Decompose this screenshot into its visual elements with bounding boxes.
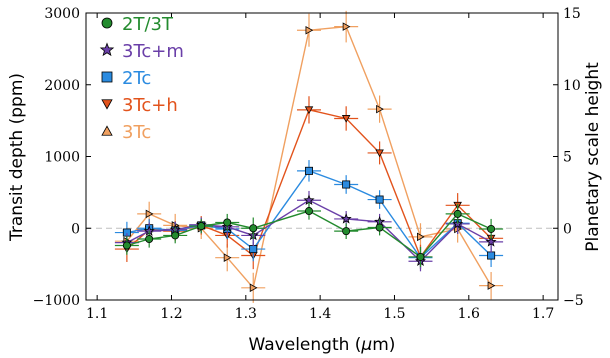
data-point xyxy=(197,222,206,231)
y-right-tick-label: 0 xyxy=(563,221,572,237)
legend-marker xyxy=(101,71,113,83)
x-axis-label: Wavelength (μm) xyxy=(249,335,396,355)
y-tick-label: 2000 xyxy=(44,78,80,94)
data-point xyxy=(487,281,496,290)
data-point xyxy=(145,209,154,219)
data-point xyxy=(249,224,258,233)
y-tick-label: 0 xyxy=(71,221,80,237)
legend-marker xyxy=(99,42,115,57)
y-tick-label: −1000 xyxy=(33,293,80,309)
legend-label: 3Tc+h xyxy=(122,95,178,116)
y-axis-label: Transit depth (ppm) xyxy=(7,73,27,242)
data-point xyxy=(340,213,352,224)
data-point xyxy=(223,218,232,227)
data-point xyxy=(171,231,180,240)
data-point xyxy=(376,104,384,114)
y-tick-label: 3000 xyxy=(44,6,80,22)
x-tick-label: 1.3 xyxy=(235,306,257,322)
data-point xyxy=(487,251,496,260)
y-right-tick-label: 15 xyxy=(563,6,581,22)
x-tick-label: 1.4 xyxy=(309,306,331,322)
data-point xyxy=(375,149,384,158)
data-point xyxy=(342,227,351,236)
legend-marker xyxy=(101,125,113,136)
y-tick-label: 1000 xyxy=(44,150,80,166)
x-tick-label: 1.7 xyxy=(532,306,554,322)
data-point xyxy=(304,207,313,216)
data-point xyxy=(485,236,497,247)
data-point xyxy=(223,253,232,262)
data-point xyxy=(487,224,496,233)
data-point xyxy=(342,180,351,189)
data-point xyxy=(375,223,384,232)
legend-label: 3Tc+m xyxy=(122,41,184,62)
series-line xyxy=(126,25,492,290)
data-point xyxy=(122,241,131,250)
legend: 2T/3T 3Tc+m 2Tc 3Tc+h 3Tc xyxy=(99,14,184,143)
legend-marker xyxy=(101,99,113,110)
data-point xyxy=(304,166,313,175)
x-tick-label: 1.2 xyxy=(160,306,182,322)
data-point xyxy=(341,115,351,123)
x-tick-label: 1.1 xyxy=(86,306,108,322)
series-2t-3t xyxy=(114,202,504,267)
y-right-tick-label: 5 xyxy=(563,150,572,166)
data-point xyxy=(145,235,154,244)
data-point xyxy=(417,232,425,242)
y-axis-right-label: Planetary scale height xyxy=(583,62,603,252)
data-point xyxy=(304,106,314,115)
data-point xyxy=(249,283,258,293)
y-right-tick-label: 10 xyxy=(563,78,581,94)
legend-label: 2Tc xyxy=(122,68,151,89)
x-tick-label: 1.6 xyxy=(458,306,480,322)
legend-label: 2T/3T xyxy=(122,14,174,35)
data-point xyxy=(303,194,315,205)
data-point xyxy=(416,252,425,261)
data-point xyxy=(375,195,384,204)
data-point xyxy=(342,22,351,31)
legend-marker xyxy=(101,17,113,29)
data-point xyxy=(305,25,314,35)
y-right-tick-label: −5 xyxy=(563,293,584,309)
x-tick-label: 1.5 xyxy=(383,306,405,322)
series-3tc-h xyxy=(114,96,504,270)
legend-label: 3Tc xyxy=(122,122,151,143)
data-point xyxy=(453,209,462,218)
data-point xyxy=(249,245,258,254)
